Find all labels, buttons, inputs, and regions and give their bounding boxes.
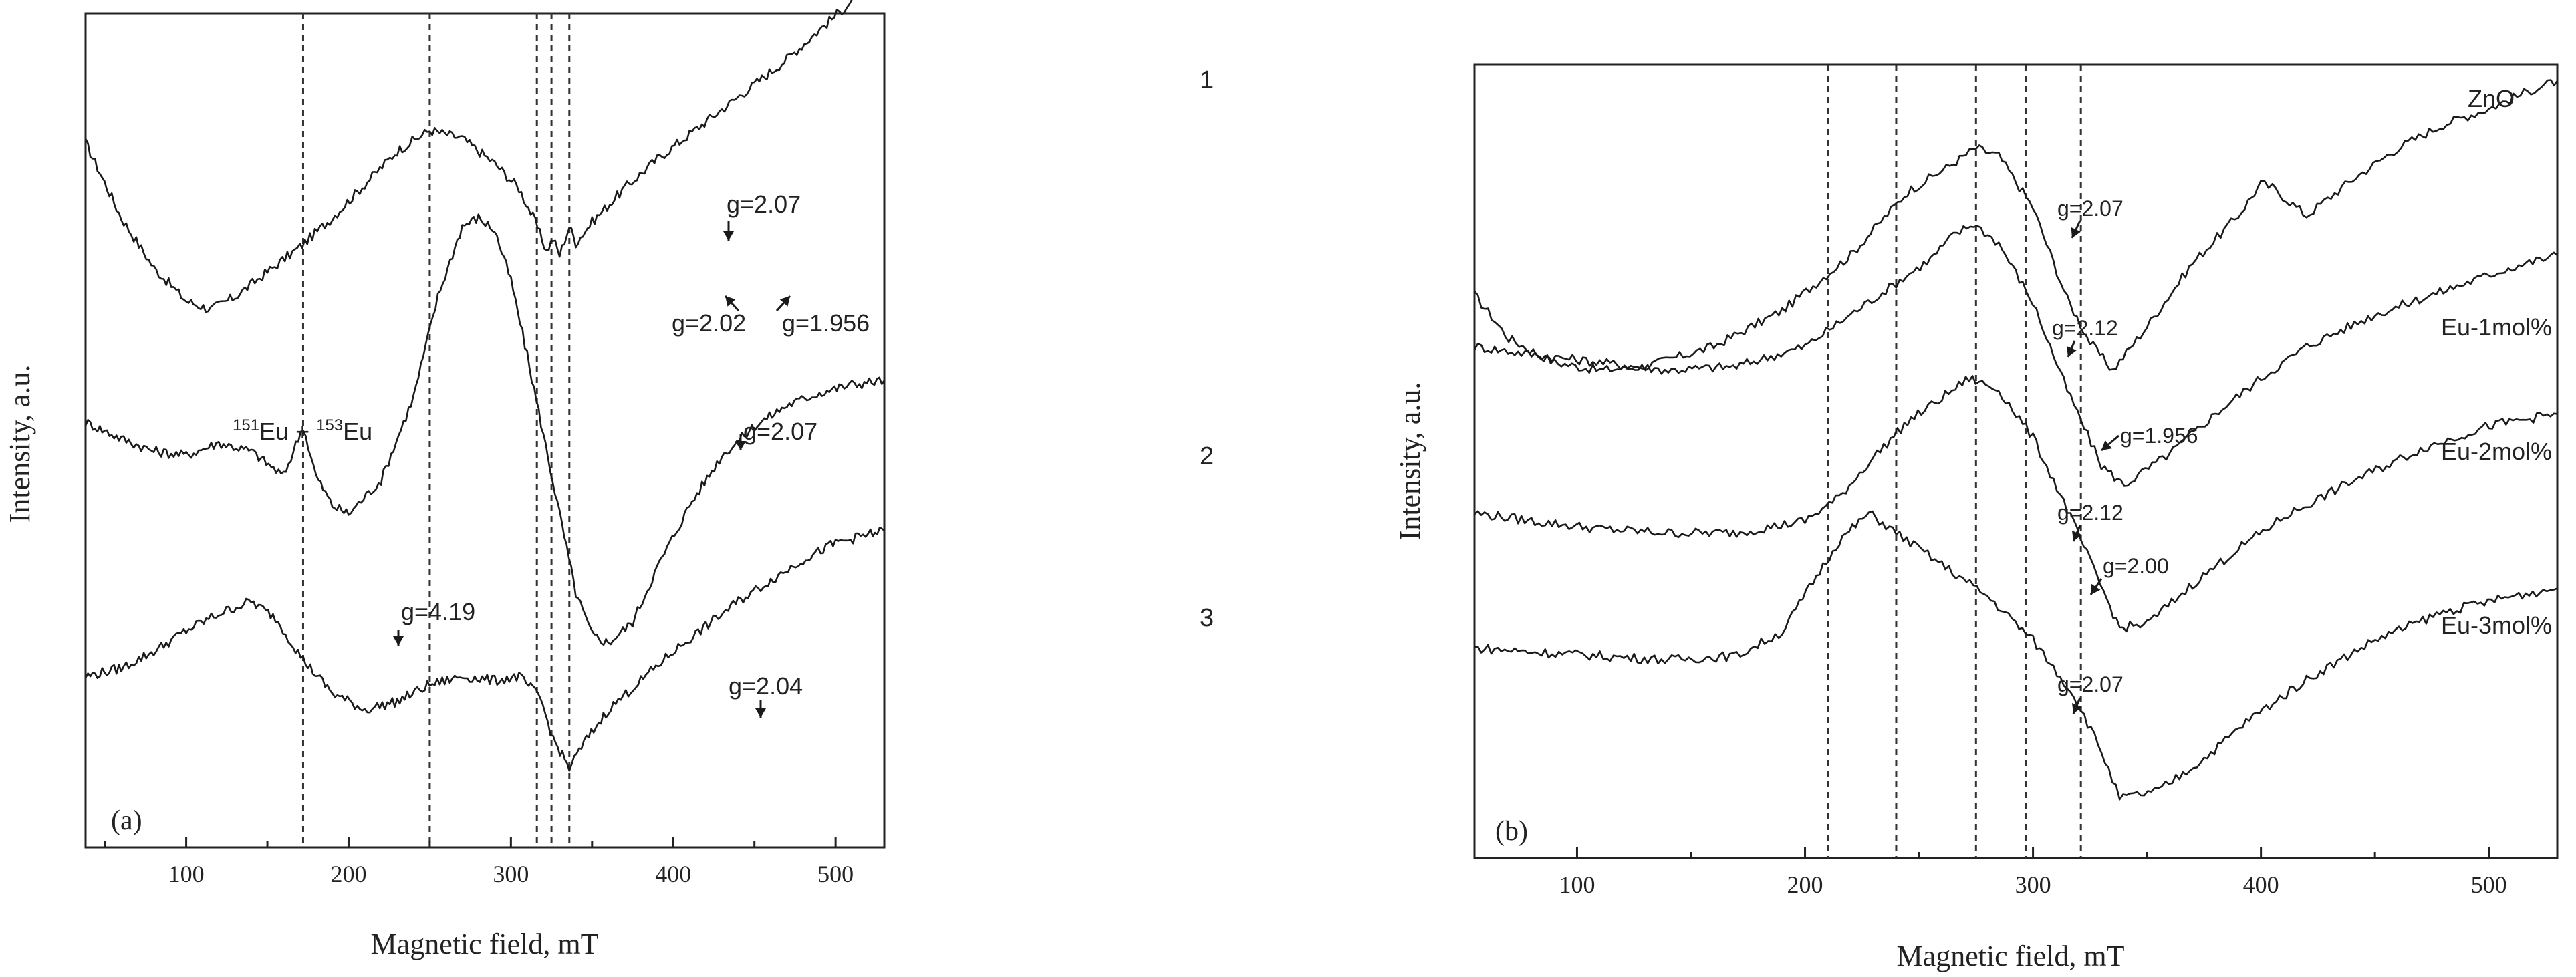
series-label-eu3: Eu-3mol% bbox=[2441, 611, 2552, 639]
panel-b: 100 200 300 400 500 Intensity, a.u. Magnetic… bbox=[1394, 63, 2559, 972]
spectrum-b-3 bbox=[1474, 510, 2558, 801]
annotation-arrowhead-b-1 bbox=[2067, 346, 2077, 357]
annotation-arrowhead-a-0 bbox=[723, 231, 734, 241]
spectrum-b-2 bbox=[1474, 375, 2558, 633]
spectrum-b-0 bbox=[1474, 79, 2559, 374]
annotation-arrowhead-a-5 bbox=[755, 708, 766, 718]
spectrum-b-1 bbox=[1473, 225, 2558, 487]
annotation-g207-eu3: g=2.07 bbox=[2057, 672, 2123, 696]
annotation-g200-eu2: g=2.00 bbox=[2103, 554, 2169, 578]
annotation-arrowhead-a-1 bbox=[725, 296, 736, 307]
annotation-g212-eu2: g=2.12 bbox=[2057, 501, 2123, 525]
x-axis-label-b: Magnetic field, mT bbox=[1897, 940, 2125, 972]
x-tick-label-b-1: 200 bbox=[1787, 871, 1823, 898]
annotation-g204-a3: g=2.04 bbox=[729, 672, 803, 700]
annotation-arrowhead-b-0 bbox=[2071, 227, 2081, 238]
spectrum-a-0 bbox=[84, 0, 853, 313]
annotation-g207-a2: g=2.07 bbox=[743, 418, 817, 445]
annotation-g202-a1: g=2.02 bbox=[672, 309, 746, 337]
panel-label-b: (b) bbox=[1495, 816, 1528, 847]
x-tick-label-a-0: 100 bbox=[168, 861, 205, 887]
eu-isotopes-label: 151Eu + 153Eu bbox=[233, 416, 372, 445]
panel-a: 100 200 300 400 500 Intensity, a.u. Magnetic… bbox=[3, 0, 1214, 960]
plot-frame-b bbox=[1473, 63, 2559, 859]
series-label-3: 3 bbox=[1200, 604, 1214, 632]
x-tick-label-a-1: 200 bbox=[330, 861, 366, 887]
panel-label-a: (a) bbox=[111, 805, 142, 836]
annotation-g207-a1: g=2.07 bbox=[727, 190, 801, 218]
annotation-arrowhead-a-3 bbox=[735, 441, 746, 450]
annotation-arrowhead-b-3 bbox=[2072, 531, 2082, 541]
x-tick-label-b-2: 300 bbox=[2015, 871, 2051, 898]
plot-frame-a bbox=[84, 12, 886, 849]
y-axis-label-a: Intensity, a.u. bbox=[3, 365, 36, 523]
x-tick-label-a-4: 500 bbox=[817, 861, 854, 887]
annotation-g207-zno: g=2.07 bbox=[2057, 196, 2123, 221]
x-tick-label-a-3: 400 bbox=[655, 861, 691, 887]
annotation-arrowhead-a-2 bbox=[779, 296, 790, 307]
y-axis-label-b: Intensity, a.u. bbox=[1394, 382, 1426, 541]
series-label-eu2: Eu-2mol% bbox=[2441, 438, 2552, 465]
annotation-arrowhead-b-2 bbox=[2101, 440, 2112, 450]
spectrum-a-1 bbox=[84, 213, 886, 646]
annotation-g419-a3: g=4.19 bbox=[401, 598, 475, 625]
x-tick-label-b-4: 500 bbox=[2471, 871, 2507, 898]
x-axis-label-a: Magnetic field, mT bbox=[371, 928, 599, 960]
series-label-2: 2 bbox=[1200, 442, 1214, 470]
annotation-arrowhead-a-4 bbox=[393, 636, 404, 646]
series-label-eu1: Eu-1mol% bbox=[2441, 313, 2552, 341]
annotation-g1956-a1: g=1.956 bbox=[782, 309, 870, 337]
annotation-g1956-eu1: g=1.956 bbox=[2120, 424, 2198, 448]
x-tick-label-b-0: 100 bbox=[1559, 871, 1595, 898]
annotation-arrowhead-b-5 bbox=[2072, 703, 2082, 714]
series-label-1: 1 bbox=[1200, 66, 1214, 94]
annotation-g212-eu1: g=2.12 bbox=[2052, 316, 2118, 340]
x-tick-label-a-2: 300 bbox=[493, 861, 529, 887]
series-label-zno: ZnO bbox=[2468, 85, 2515, 112]
x-tick-label-b-3: 400 bbox=[2243, 871, 2279, 898]
spectrum-a-2 bbox=[84, 526, 885, 772]
annotation-arrowhead-b-4 bbox=[2091, 583, 2101, 595]
